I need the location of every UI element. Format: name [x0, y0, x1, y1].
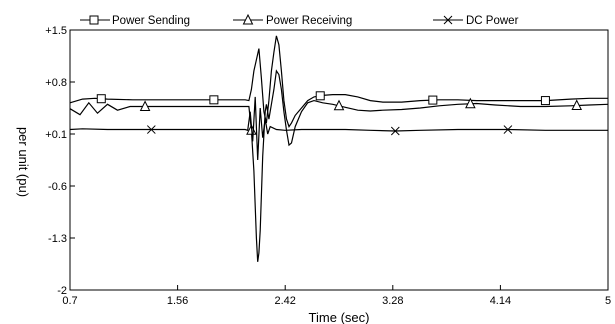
x-tick-label: 0.7: [62, 295, 77, 307]
y-axis-label: per unit (pu): [16, 127, 31, 197]
legend: Power Sending Power Receiving DC Power: [80, 13, 519, 27]
y-tick-label: -1.3: [48, 233, 67, 245]
series-marker-dc-power: [503, 125, 513, 134]
legend-item-power-sending: Power Sending: [80, 15, 190, 27]
y-tick-label: -0.6: [48, 181, 67, 193]
x-tick-label: 4.14: [490, 295, 511, 307]
series-marker-dc-power: [390, 126, 400, 136]
series-marker-power-receiving: [465, 97, 476, 109]
legend-marker-square: [89, 15, 99, 25]
series-line-power-sending: [69, 35, 608, 128]
series-marker-power-sending: [315, 91, 325, 101]
x-tick-label: 1.56: [167, 295, 188, 307]
series-marker-power-receiving: [571, 99, 583, 111]
series-layer: [69, 35, 609, 262]
x-tick-label: 5: [605, 295, 611, 307]
plot-area: [69, 29, 609, 291]
series-marker-power-receiving: [333, 99, 345, 111]
series-marker-power-sending: [540, 96, 550, 106]
legend-label-power-receiving: Power Receiving: [266, 15, 352, 27]
series-marker-power-receiving: [139, 100, 151, 112]
series-marker-power-sending: [209, 95, 219, 105]
y-tick-label: +0.1: [45, 129, 67, 141]
x-axis-label: Time (sec): [309, 310, 370, 324]
series-marker-power-sending: [428, 95, 438, 105]
legend-marker-triangle: [242, 13, 254, 25]
x-tick-label: 2.42: [274, 295, 295, 307]
y-tick-label: +0.8: [45, 77, 67, 89]
x-tick-label: 3.28: [382, 295, 403, 307]
legend-item-dc-power: DC Power: [433, 15, 519, 27]
series-marker-dc-power: [146, 125, 156, 134]
y-tick-label: -2: [57, 285, 67, 297]
legend-marker-x: [443, 15, 453, 25]
tick-layer: 0.7 1.56 2.42 3.28 4.14 5 +1.5 +0.8 +0.1 -0.6 -1.3…: [45, 25, 611, 307]
y-tick-label: +1.5: [45, 25, 67, 37]
series-marker-power-sending: [96, 94, 106, 104]
legend-item-power-receiving: Power Receiving: [233, 13, 352, 27]
legend-label-dc-power: DC Power: [466, 15, 519, 27]
series-line-power-receiving: [69, 69, 609, 262]
series-line-dc-power: [69, 96, 608, 161]
legend-label-power-sending: Power Sending: [112, 15, 190, 27]
